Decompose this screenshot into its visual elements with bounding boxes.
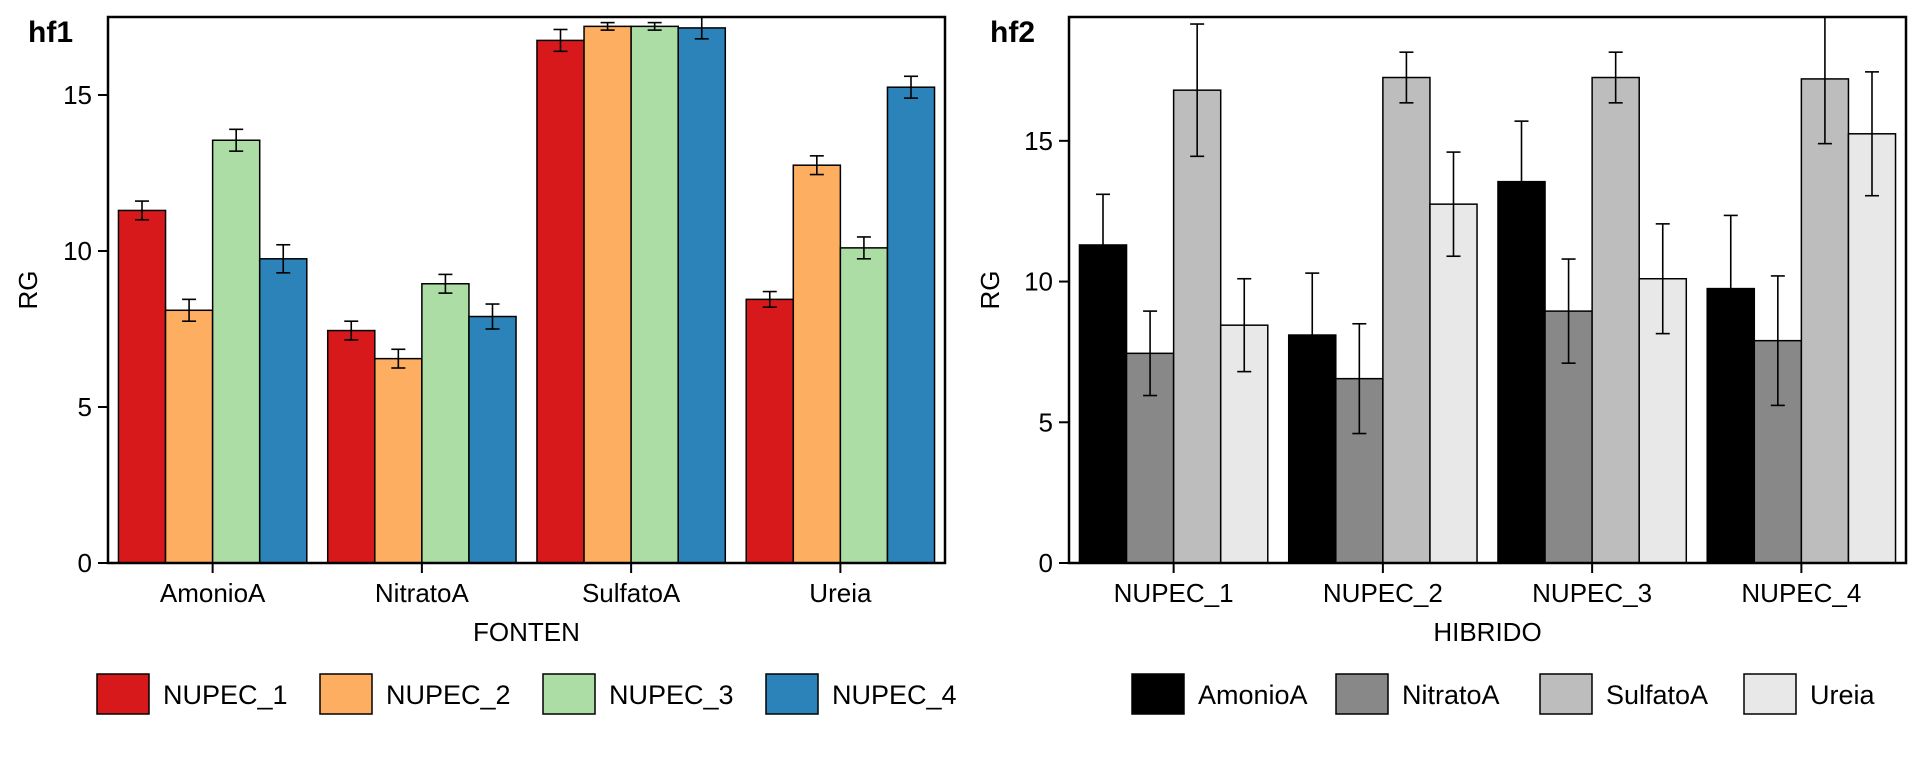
legend-label: AmonioA bbox=[1198, 680, 1308, 710]
bar-NUPEC_1-NitratoA bbox=[326, 329, 376, 564]
legend-label: NitratoA bbox=[1402, 680, 1500, 710]
legend-label: Ureia bbox=[1810, 680, 1876, 710]
x-tick-label: Ureia bbox=[809, 578, 872, 608]
x-tick-label: NUPEC_2 bbox=[1323, 578, 1443, 608]
plot-frame bbox=[1067, 15, 1908, 565]
x-axis-title: HIBRIDO bbox=[1433, 617, 1541, 647]
legend-label: NUPEC_4 bbox=[832, 680, 957, 710]
legend-swatch-SulfatoA bbox=[1539, 673, 1593, 715]
panel-tag: hf2 bbox=[990, 16, 1035, 49]
legend-swatch-NUPEC_3 bbox=[542, 673, 596, 715]
bar-NUPEC_1-AmonioA bbox=[117, 209, 167, 564]
panel-hf1: hf1 0 5 10 15 AmonioA NitratoA SulfatoA Ureia FON… bbox=[13, 15, 957, 715]
bar-Ureia-NUPEC_2 bbox=[1429, 203, 1478, 564]
y-tick-label: 10 bbox=[1024, 267, 1053, 297]
bar-NUPEC_3-SulfatoA bbox=[630, 25, 679, 564]
legend-swatch-NUPEC_1 bbox=[96, 673, 150, 715]
legend-label: NUPEC_1 bbox=[163, 680, 288, 710]
y-tick-label: 15 bbox=[63, 80, 92, 110]
y-tick-label: 0 bbox=[78, 548, 92, 578]
x-tick-label: NUPEC_1 bbox=[1114, 578, 1234, 608]
y-tick-label: 10 bbox=[63, 236, 92, 266]
bar-Ureia-NUPEC_4 bbox=[1847, 133, 1897, 564]
bar-SulfatoA-NUPEC_3 bbox=[1591, 76, 1640, 564]
y-tick-label: 5 bbox=[1039, 407, 1053, 437]
y-axis-title: RG bbox=[13, 271, 43, 310]
legend-swatch-NUPEC_4 bbox=[765, 673, 819, 715]
bar-SulfatoA-NUPEC_1 bbox=[1172, 89, 1222, 564]
y-tick-label: 15 bbox=[1024, 126, 1053, 156]
bar-AmonioA-NUPEC_1 bbox=[1078, 244, 1128, 564]
legend-label: NUPEC_2 bbox=[386, 680, 511, 710]
bar-NUPEC_4-AmonioA bbox=[258, 258, 308, 564]
legend: NUPEC_1 NUPEC_2 NUPEC_3 NUPEC_4 bbox=[96, 673, 957, 715]
x-tick-label: NitratoA bbox=[375, 578, 470, 608]
bar-NUPEC_4-SulfatoA bbox=[677, 27, 727, 564]
legend: AmonioA NitratoA SulfatoA Ureia bbox=[1131, 673, 1876, 715]
legend-swatch-Ureia bbox=[1743, 673, 1797, 715]
bar-NUPEC_2-Ureia bbox=[792, 164, 842, 564]
bar-NUPEC_3-AmonioA bbox=[211, 139, 261, 564]
y-tick-label: 5 bbox=[78, 392, 92, 422]
bar-NUPEC_1-SulfatoA bbox=[536, 39, 585, 564]
x-axis-title: FONTEN bbox=[473, 617, 580, 647]
bar-NUPEC_4-Ureia bbox=[886, 86, 936, 564]
legend-swatch-NitratoA bbox=[1335, 673, 1389, 715]
bar-NUPEC_4-NitratoA bbox=[468, 315, 517, 564]
x-tick-label: NUPEC_4 bbox=[1741, 578, 1861, 608]
x-tick-label: NUPEC_3 bbox=[1532, 578, 1652, 608]
panel-hf2: hf2 0 5 10 15 NUPEC_1 NUPEC_2 NUPEC_3 NUPEC_4 HIB… bbox=[975, 15, 1908, 715]
bar-SulfatoA-NUPEC_2 bbox=[1382, 76, 1431, 564]
plot-frame bbox=[106, 15, 947, 565]
bar-AmonioA-NUPEC_3 bbox=[1497, 180, 1546, 564]
x-tick-label: SulfatoA bbox=[582, 578, 681, 608]
bar-SulfatoA-NUPEC_4 bbox=[1800, 78, 1850, 564]
y-axis-title: RG bbox=[975, 271, 1005, 310]
bar-NUPEC_3-Ureia bbox=[839, 247, 889, 564]
y-tick-label: 0 bbox=[1039, 548, 1053, 578]
legend-label: SulfatoA bbox=[1606, 680, 1708, 710]
legend-label: NUPEC_3 bbox=[609, 680, 734, 710]
bar-NUPEC_2-NitratoA bbox=[374, 357, 423, 564]
legend-swatch-AmonioA bbox=[1131, 673, 1185, 715]
bar-NUPEC_3-NitratoA bbox=[421, 283, 470, 564]
bar-NUPEC_1-Ureia bbox=[745, 298, 795, 564]
legend-swatch-NUPEC_2 bbox=[319, 673, 373, 715]
panel-tag: hf1 bbox=[28, 16, 73, 49]
bar-NUPEC_2-SulfatoA bbox=[583, 25, 632, 564]
bar-NUPEC_2-AmonioA bbox=[164, 309, 214, 564]
x-tick-label: AmonioA bbox=[160, 578, 266, 608]
